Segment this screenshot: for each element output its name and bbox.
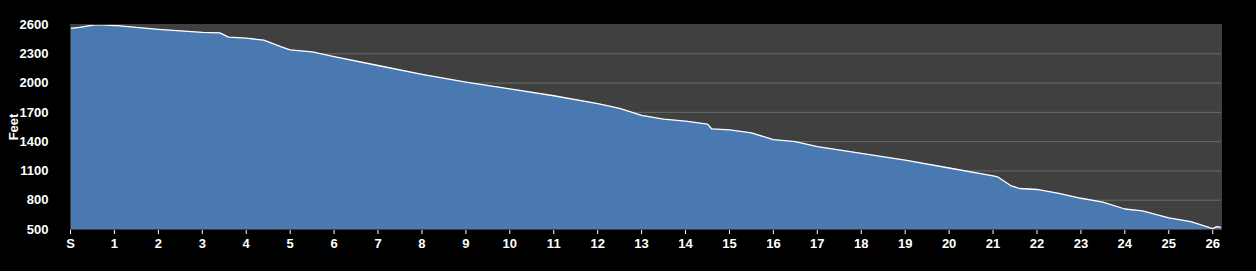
svg-text:26: 26	[1205, 236, 1219, 251]
svg-text:21: 21	[986, 236, 1000, 251]
svg-text:500: 500	[27, 222, 49, 237]
svg-text:4: 4	[243, 236, 251, 251]
svg-text:800: 800	[27, 192, 49, 207]
svg-text:15: 15	[722, 236, 736, 251]
svg-text:24: 24	[1118, 236, 1133, 251]
svg-text:2300: 2300	[20, 46, 49, 61]
svg-text:8: 8	[418, 236, 425, 251]
svg-text:S: S	[66, 236, 75, 251]
svg-text:Feet: Feet	[6, 113, 21, 140]
svg-text:1: 1	[111, 236, 118, 251]
svg-text:7: 7	[374, 236, 381, 251]
svg-text:12: 12	[590, 236, 604, 251]
svg-text:1400: 1400	[20, 134, 49, 149]
svg-text:20: 20	[942, 236, 956, 251]
svg-text:14: 14	[678, 236, 693, 251]
svg-text:18: 18	[854, 236, 868, 251]
svg-text:2600: 2600	[20, 17, 49, 32]
svg-text:9: 9	[462, 236, 469, 251]
svg-text:17: 17	[810, 236, 824, 251]
svg-text:19: 19	[898, 236, 912, 251]
svg-text:11: 11	[547, 236, 561, 251]
svg-text:10: 10	[503, 236, 517, 251]
svg-text:2: 2	[155, 236, 162, 251]
svg-text:22: 22	[1030, 236, 1044, 251]
svg-text:3: 3	[199, 236, 206, 251]
svg-text:13: 13	[634, 236, 648, 251]
svg-text:23: 23	[1074, 236, 1088, 251]
svg-text:1700: 1700	[20, 105, 49, 120]
svg-text:2000: 2000	[20, 75, 49, 90]
svg-text:1100: 1100	[20, 163, 48, 178]
svg-text:25: 25	[1162, 236, 1176, 251]
svg-text:6: 6	[330, 236, 337, 251]
svg-text:5: 5	[287, 236, 294, 251]
svg-text:16: 16	[766, 236, 780, 251]
